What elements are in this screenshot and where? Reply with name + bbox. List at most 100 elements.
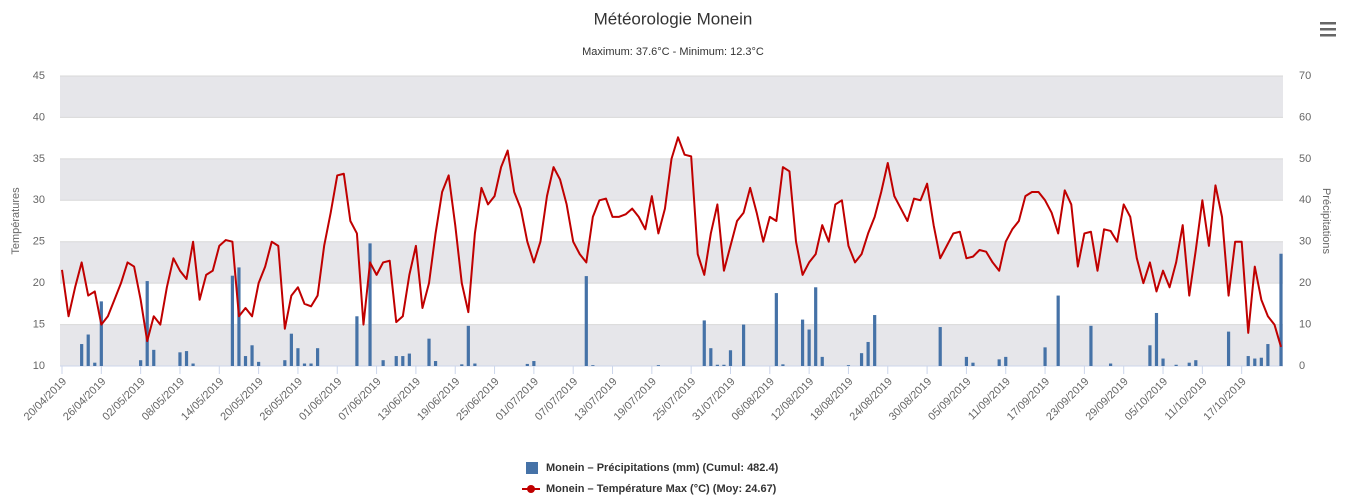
bar <box>709 348 713 366</box>
legend-item: Monein – Précipitations (mm) (Cumul: 482… <box>526 462 779 474</box>
x-tick-label: 05/10/2019 <box>1123 376 1170 423</box>
bar <box>283 360 287 366</box>
bar <box>859 353 864 366</box>
bar <box>800 319 805 366</box>
bar <box>1089 325 1093 366</box>
bar <box>820 356 824 366</box>
legend-symbol <box>527 485 535 493</box>
y-tick-label: 15 <box>33 318 45 330</box>
bar <box>184 351 189 366</box>
bar <box>191 363 195 366</box>
menu-bar <box>1320 28 1336 31</box>
bar <box>722 364 726 366</box>
bar <box>1253 358 1257 366</box>
bar <box>1246 356 1250 366</box>
legend: Monein – Précipitations (mm) (Cumul: 482… <box>522 462 779 495</box>
y-tick-label: 30 <box>33 194 45 206</box>
bar <box>296 348 300 366</box>
y2-tick-label: 20 <box>1299 277 1311 289</box>
bar <box>80 344 84 366</box>
y-tick-label: 40 <box>33 111 45 123</box>
bar <box>230 275 234 366</box>
bar <box>302 363 307 366</box>
bar <box>1154 312 1159 366</box>
legend-item: Monein – Température Max (°C) (Moy: 24.6… <box>522 483 777 495</box>
plot-bands <box>60 76 1283 366</box>
bar <box>532 361 536 366</box>
bar <box>243 356 248 366</box>
y2-tick-label: 60 <box>1299 111 1311 123</box>
bar <box>1148 345 1152 366</box>
y2-tick-label: 10 <box>1299 318 1311 330</box>
menu-bar <box>1320 22 1336 25</box>
bar <box>368 243 372 366</box>
bar <box>460 364 464 366</box>
bar <box>1266 344 1270 366</box>
bar <box>584 276 588 366</box>
bar <box>289 333 293 366</box>
bar <box>846 365 851 366</box>
bar <box>257 361 261 366</box>
bar <box>866 341 870 366</box>
y2-tick-label: 0 <box>1299 360 1305 372</box>
chart-title: Météorologie Monein <box>594 9 753 28</box>
bar <box>407 353 411 366</box>
bar <box>309 363 313 366</box>
bar <box>381 360 385 366</box>
bar <box>466 325 470 366</box>
y-tick-label: 35 <box>33 153 45 165</box>
y2-tick-label: 50 <box>1299 153 1311 165</box>
y2-tick-label: 40 <box>1299 194 1311 206</box>
bar <box>1109 363 1113 366</box>
bar <box>1161 358 1165 366</box>
bar <box>315 348 320 366</box>
bar <box>178 352 182 366</box>
bar <box>774 293 778 366</box>
bar <box>656 365 660 366</box>
bar <box>86 334 90 366</box>
bar <box>401 356 405 366</box>
bar <box>152 349 156 366</box>
legend-label: Monein – Précipitations (mm) (Cumul: 482… <box>546 462 779 474</box>
bar <box>964 356 969 366</box>
bar <box>702 320 706 366</box>
plot-band <box>60 324 1283 366</box>
temperature-line <box>61 136 1282 348</box>
bar <box>1187 362 1191 366</box>
bar <box>427 338 431 366</box>
y-tick-label: 10 <box>33 360 45 372</box>
bar <box>728 350 733 366</box>
bar <box>1259 357 1263 366</box>
bar <box>591 365 595 366</box>
bar <box>139 360 143 366</box>
bar <box>715 364 719 366</box>
y2-tick-label: 70 <box>1299 70 1311 82</box>
bar <box>93 362 97 366</box>
y-tick-label: 20 <box>33 277 45 289</box>
bar <box>1226 331 1231 366</box>
menu-button[interactable] <box>1320 22 1336 37</box>
bar <box>741 324 746 366</box>
x-tick-label: 17/10/2019 <box>1201 376 1248 423</box>
y-tick-label: 25 <box>33 236 45 248</box>
bar <box>938 327 942 366</box>
bar <box>355 316 359 366</box>
chart-subtitle: Maximum: 37.6°C - Minimum: 12.3°C <box>582 46 764 58</box>
bar <box>99 301 103 366</box>
bar <box>1279 253 1283 366</box>
legend-symbol <box>526 462 538 474</box>
legend-label: Monein – Température Max (°C) (Moy: 24.6… <box>546 483 777 495</box>
bar <box>250 345 254 366</box>
menu-bar <box>1320 34 1336 37</box>
plot-band <box>60 76 1283 118</box>
bar <box>1174 364 1178 366</box>
bar <box>1056 295 1060 366</box>
x-tick-label: 05/09/2019 <box>926 376 973 423</box>
y2-axis-title: Précipitations <box>1320 188 1332 255</box>
bar <box>433 361 438 366</box>
bar <box>394 356 398 366</box>
bar <box>807 329 811 366</box>
bar <box>145 281 149 366</box>
y-tick-label: 45 <box>33 70 45 82</box>
y-axis-title: Températures <box>10 187 22 255</box>
